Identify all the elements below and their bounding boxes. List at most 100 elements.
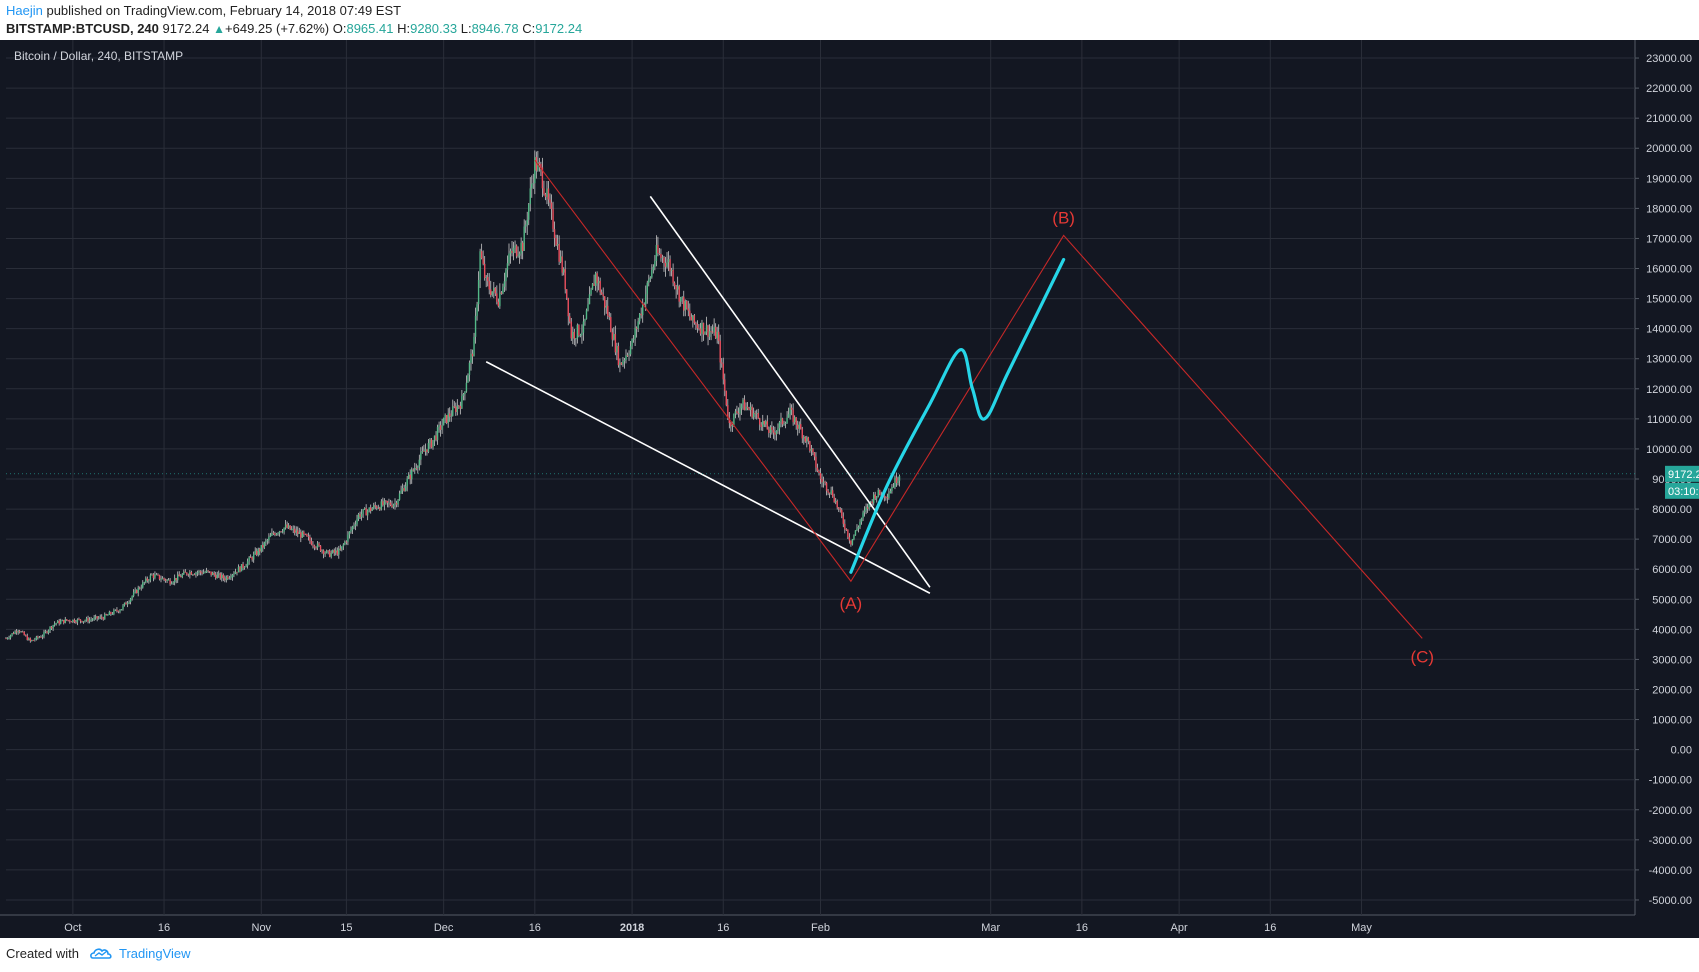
author-link[interactable]: Haejin	[6, 3, 43, 18]
candle-body	[260, 544, 262, 552]
candle-body	[549, 199, 551, 203]
candle-body	[172, 582, 174, 584]
candle-body	[139, 587, 141, 589]
y-tick-label: 21000.00	[1646, 113, 1692, 125]
candle-body	[607, 305, 609, 316]
candle-body	[746, 406, 749, 409]
candle-body	[49, 626, 51, 631]
y-tick-label: 13000.00	[1646, 354, 1692, 366]
candle-body	[449, 413, 451, 417]
candle-body	[898, 476, 901, 481]
candle-body	[233, 573, 235, 575]
candle-body	[505, 270, 507, 282]
candle-body	[289, 525, 291, 530]
candle-body	[593, 283, 595, 286]
candle-body	[704, 332, 706, 335]
x-tick-label: 16	[1076, 922, 1088, 934]
candle-body	[132, 592, 135, 597]
y-tick-label: 10000.00	[1646, 444, 1692, 456]
candle-body	[76, 619, 79, 623]
candle-body	[604, 296, 606, 308]
candle-body	[562, 269, 565, 273]
candle-body	[871, 501, 873, 504]
candle-body	[806, 437, 808, 442]
candle-body	[465, 382, 468, 392]
candle-body	[546, 188, 548, 197]
candle-body	[467, 374, 469, 383]
candle-body	[190, 572, 193, 575]
candle-body	[374, 505, 376, 507]
candle-body	[447, 413, 449, 423]
candle-body	[373, 505, 375, 509]
candle-body	[763, 420, 765, 425]
candle-body	[514, 245, 516, 248]
candle-body	[280, 531, 282, 533]
price-chart[interactable]: 23000.00 22000.00 21000.00 20000.00 19000.00…	[0, 40, 1699, 938]
candle-body	[414, 468, 416, 471]
candle-body	[324, 552, 326, 555]
candle-body	[303, 531, 305, 534]
candle-body	[702, 322, 705, 335]
publish-line: Haejin published on TradingView.com, Feb…	[6, 3, 401, 18]
candle-body	[38, 637, 41, 638]
candle-body	[552, 208, 554, 230]
candle-body	[509, 250, 512, 254]
candle-body	[830, 490, 832, 494]
close-value: 9172.24	[535, 21, 583, 36]
candle-body	[711, 331, 714, 333]
candle-body	[307, 536, 310, 537]
candle-body	[234, 571, 237, 574]
candle-body	[876, 496, 878, 499]
candle-body	[792, 409, 794, 423]
candle-body	[556, 244, 559, 246]
candle-body	[327, 550, 329, 552]
candle-body	[256, 550, 258, 555]
candle-body	[58, 620, 60, 624]
candle-body	[111, 614, 114, 615]
candle-body	[616, 345, 618, 353]
candle-body	[736, 411, 738, 413]
candle-body	[265, 541, 267, 543]
y-tick-label: 6000.00	[1652, 564, 1692, 576]
y-tick-label: 17000.00	[1646, 233, 1692, 245]
candle-body	[600, 292, 603, 295]
candle-body	[392, 504, 395, 507]
tradingview-link[interactable]: TradingView	[118, 946, 191, 961]
candle-body	[468, 362, 471, 375]
candle-body	[81, 620, 83, 623]
candle-body	[526, 219, 528, 225]
candle-body	[628, 354, 630, 356]
y-tick-label: -5000.00	[1649, 895, 1692, 907]
candle-body	[360, 513, 363, 518]
candle-body	[453, 406, 455, 408]
candle-body	[578, 324, 580, 336]
candle-body	[444, 415, 446, 418]
candle-body	[421, 451, 424, 453]
candle-body	[25, 635, 27, 636]
candle-body	[588, 294, 591, 305]
candle-body	[640, 313, 642, 316]
candle-body	[731, 424, 734, 427]
candle-body	[456, 405, 459, 413]
candle-body	[734, 411, 737, 414]
candle-body	[567, 298, 569, 317]
candle-body	[382, 501, 384, 506]
candle-body	[825, 482, 828, 491]
candle-body	[821, 478, 823, 483]
candle-body	[371, 508, 373, 511]
candle-body	[521, 242, 524, 251]
candle-body	[850, 540, 852, 545]
candle-body	[409, 474, 411, 480]
candle-body	[218, 573, 220, 575]
last-price: 9172.24	[162, 21, 210, 36]
candle-body	[310, 540, 313, 545]
candle-body	[464, 391, 466, 395]
candle-body	[186, 572, 188, 575]
candle-body	[535, 157, 538, 171]
candle-body	[707, 325, 709, 337]
candle-body	[675, 286, 677, 290]
candle-body	[576, 324, 579, 339]
candle-body	[755, 412, 758, 414]
candle-body	[708, 331, 711, 337]
candle-body	[433, 435, 436, 441]
